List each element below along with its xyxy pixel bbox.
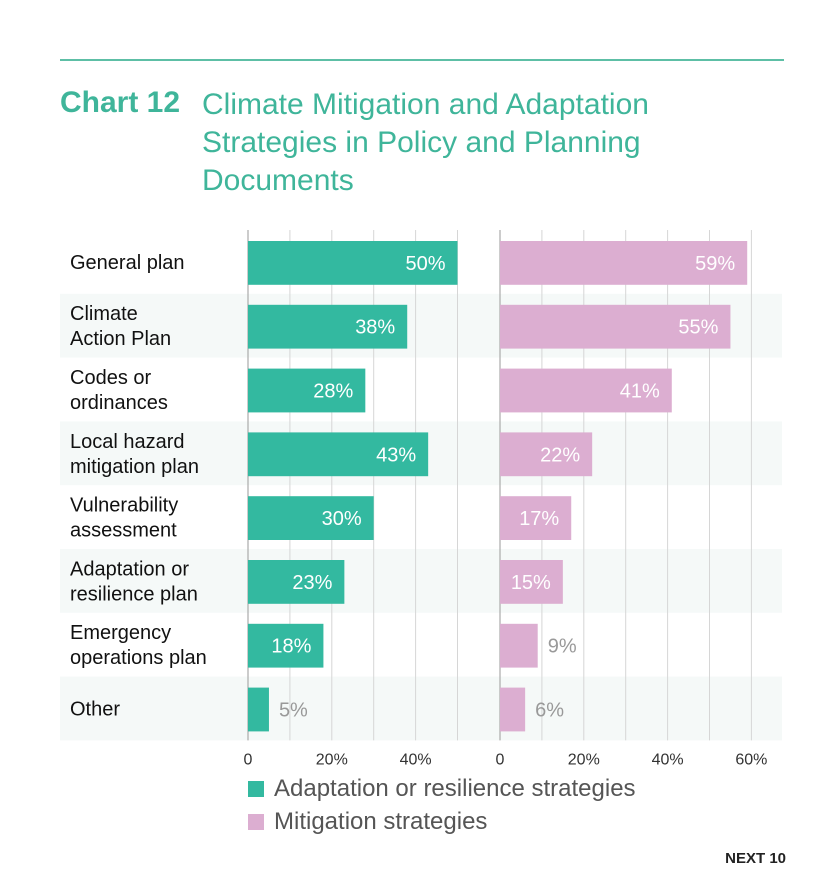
category-label: Adaptation or resilience plan bbox=[70, 558, 198, 605]
legend-item-mitigation: Mitigation strategies bbox=[248, 805, 636, 838]
data-label: 30% bbox=[322, 508, 362, 530]
bar bbox=[500, 432, 593, 477]
legend-swatch-mitigation bbox=[248, 813, 264, 830]
bar bbox=[248, 432, 429, 477]
data-label: 23% bbox=[292, 572, 332, 594]
data-label: 18% bbox=[271, 636, 311, 658]
bar bbox=[500, 496, 572, 540]
tick-label: 20% bbox=[316, 751, 348, 768]
bar-chart: General plan Climate Action Plan Codes or or… bbox=[60, 230, 782, 769]
legend: Adaptation or resilience strategies Miti… bbox=[248, 772, 636, 838]
legend-item-adaptation: Adaptation or resilience strategies bbox=[248, 772, 636, 805]
tick-label: 0 bbox=[244, 751, 253, 768]
row-band bbox=[60, 676, 782, 741]
tick-label: 40% bbox=[652, 751, 684, 768]
data-label: 38% bbox=[355, 317, 395, 339]
bar bbox=[248, 687, 269, 732]
data-label: 59% bbox=[695, 253, 735, 275]
tick-label: 60% bbox=[735, 751, 767, 768]
bar bbox=[500, 687, 526, 732]
data-label: 43% bbox=[376, 444, 416, 466]
bar bbox=[500, 304, 731, 349]
category-label: Vulnerability assessment bbox=[70, 495, 178, 542]
data-label: 41% bbox=[620, 381, 660, 403]
tick-label: 0 bbox=[496, 751, 505, 768]
bar bbox=[248, 496, 374, 540]
data-label: 9% bbox=[548, 636, 577, 658]
bar bbox=[500, 368, 672, 413]
data-label: 5% bbox=[279, 700, 308, 722]
data-label: 15% bbox=[511, 572, 551, 594]
row-band bbox=[60, 549, 782, 613]
bar bbox=[248, 304, 408, 349]
data-label: 28% bbox=[313, 381, 353, 403]
data-label: 17% bbox=[519, 508, 559, 530]
tick-label: 40% bbox=[400, 751, 432, 768]
bar bbox=[248, 241, 458, 285]
bar bbox=[500, 623, 538, 668]
bar bbox=[248, 368, 366, 413]
bar bbox=[248, 623, 324, 668]
tick-label: 20% bbox=[568, 751, 600, 768]
chart-number: Chart 12 bbox=[60, 86, 181, 119]
legend-swatch-adaptation bbox=[248, 780, 264, 797]
legend-label-adaptation: Adaptation or resilience strategies bbox=[274, 774, 636, 802]
category-label: Other bbox=[70, 699, 120, 721]
legend-label-mitigation: Mitigation strategies bbox=[274, 807, 488, 835]
top-divider bbox=[60, 59, 784, 61]
category-label: Climate Action Plan bbox=[70, 303, 171, 350]
category-label: Codes or ordinances bbox=[70, 367, 168, 414]
bar bbox=[500, 560, 563, 604]
footer-brand: NEXT 10 bbox=[725, 850, 786, 867]
data-label: 22% bbox=[540, 444, 580, 466]
data-label: 50% bbox=[405, 253, 445, 275]
data-label: 6% bbox=[535, 700, 564, 722]
category-label: Emergency operations plan bbox=[70, 622, 207, 669]
category-label: General plan bbox=[70, 252, 185, 274]
data-label: 55% bbox=[678, 317, 718, 339]
category-label: Local hazard mitigation plan bbox=[70, 431, 199, 478]
bar bbox=[248, 560, 345, 604]
chart-title: Climate Mitigation and Adaptation Strate… bbox=[202, 88, 649, 197]
bar bbox=[500, 241, 748, 285]
